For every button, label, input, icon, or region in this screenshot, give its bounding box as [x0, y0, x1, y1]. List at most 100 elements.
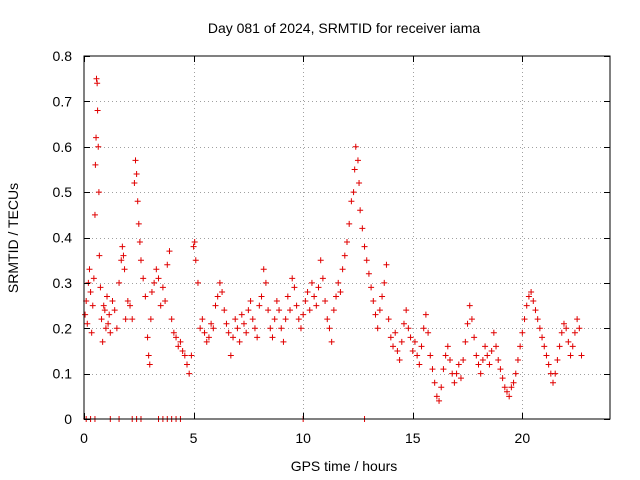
data-point	[234, 325, 241, 332]
data-point	[184, 361, 191, 368]
data-point	[451, 379, 458, 386]
data-point	[427, 352, 434, 359]
data-point	[219, 288, 226, 295]
data-point	[289, 275, 296, 282]
data-point	[363, 257, 370, 264]
data-point	[238, 311, 245, 318]
y-tick-label: 0.3	[53, 275, 73, 291]
data-point	[477, 370, 484, 377]
data-point	[503, 388, 510, 395]
data-point	[556, 343, 563, 350]
data-point	[258, 293, 265, 300]
data-point	[245, 307, 252, 314]
data-point	[333, 293, 340, 300]
data-point	[132, 157, 139, 164]
data-point	[418, 343, 425, 350]
data-point	[532, 307, 539, 314]
x-tick-label: 0	[80, 430, 88, 446]
data-point	[352, 143, 359, 150]
data-point	[560, 320, 567, 327]
data-point	[322, 298, 329, 305]
data-point	[523, 302, 530, 309]
data-point	[162, 298, 169, 305]
data-point	[302, 298, 309, 305]
data-point	[276, 307, 283, 314]
data-point	[420, 325, 427, 332]
data-point	[201, 329, 208, 336]
data-point	[409, 347, 416, 354]
data-point	[153, 266, 160, 273]
data-point	[94, 80, 101, 87]
data-point	[120, 252, 127, 259]
data-point	[146, 361, 153, 368]
data-point	[381, 279, 388, 286]
data-point	[179, 347, 186, 354]
data-point	[107, 329, 114, 336]
data-point	[488, 347, 495, 354]
data-point	[223, 320, 230, 327]
data-point	[576, 325, 583, 332]
data-point	[136, 239, 143, 246]
data-point	[96, 252, 103, 259]
data-point	[230, 334, 237, 341]
data-point	[398, 338, 405, 345]
data-point	[539, 334, 546, 341]
data-point	[109, 298, 116, 305]
data-point	[265, 307, 272, 314]
data-point	[280, 338, 287, 345]
data-point	[530, 298, 537, 305]
data-point	[466, 302, 473, 309]
x-tick-label: 15	[405, 430, 421, 446]
x-axis-label: GPS time / hours	[291, 458, 398, 474]
data-point	[89, 302, 96, 309]
data-point	[337, 288, 344, 295]
data-point	[356, 180, 363, 187]
y-axis-label: SRMTID / TECUs	[5, 183, 21, 293]
data-point	[87, 288, 94, 295]
data-point	[519, 329, 526, 336]
data-point	[475, 361, 482, 368]
data-point	[101, 307, 108, 314]
data-point	[164, 261, 171, 268]
data-point	[368, 284, 375, 291]
data-point	[99, 338, 106, 345]
data-point	[88, 329, 95, 336]
data-point	[479, 357, 486, 364]
data-point	[262, 279, 269, 286]
data-point	[102, 325, 109, 332]
data-point	[330, 307, 337, 314]
data-point	[387, 334, 394, 341]
data-point	[137, 257, 144, 264]
data-point	[550, 379, 557, 386]
data-point	[425, 329, 432, 336]
data-point	[490, 329, 497, 336]
data-point	[104, 293, 111, 300]
data-point	[273, 298, 280, 305]
data-point	[116, 279, 123, 286]
data-point	[199, 316, 206, 323]
data-point	[284, 293, 291, 300]
data-point	[190, 243, 197, 250]
data-point	[482, 343, 489, 350]
data-point	[313, 302, 320, 309]
data-point	[188, 352, 195, 359]
data-point	[383, 261, 390, 268]
data-point	[93, 75, 100, 82]
data-point	[291, 284, 298, 291]
data-point	[462, 338, 469, 345]
data-point	[85, 279, 92, 286]
data-point	[442, 352, 449, 359]
data-point	[545, 361, 552, 368]
data-point	[324, 316, 331, 323]
data-point	[484, 352, 491, 359]
data-point	[86, 266, 93, 273]
y-tick-label: 0.4	[53, 230, 73, 246]
data-point	[205, 334, 212, 341]
data-point	[308, 279, 315, 286]
data-point	[543, 352, 550, 359]
data-point	[447, 357, 454, 364]
data-point	[145, 352, 152, 359]
data-point	[392, 329, 399, 336]
data-point	[433, 393, 440, 400]
